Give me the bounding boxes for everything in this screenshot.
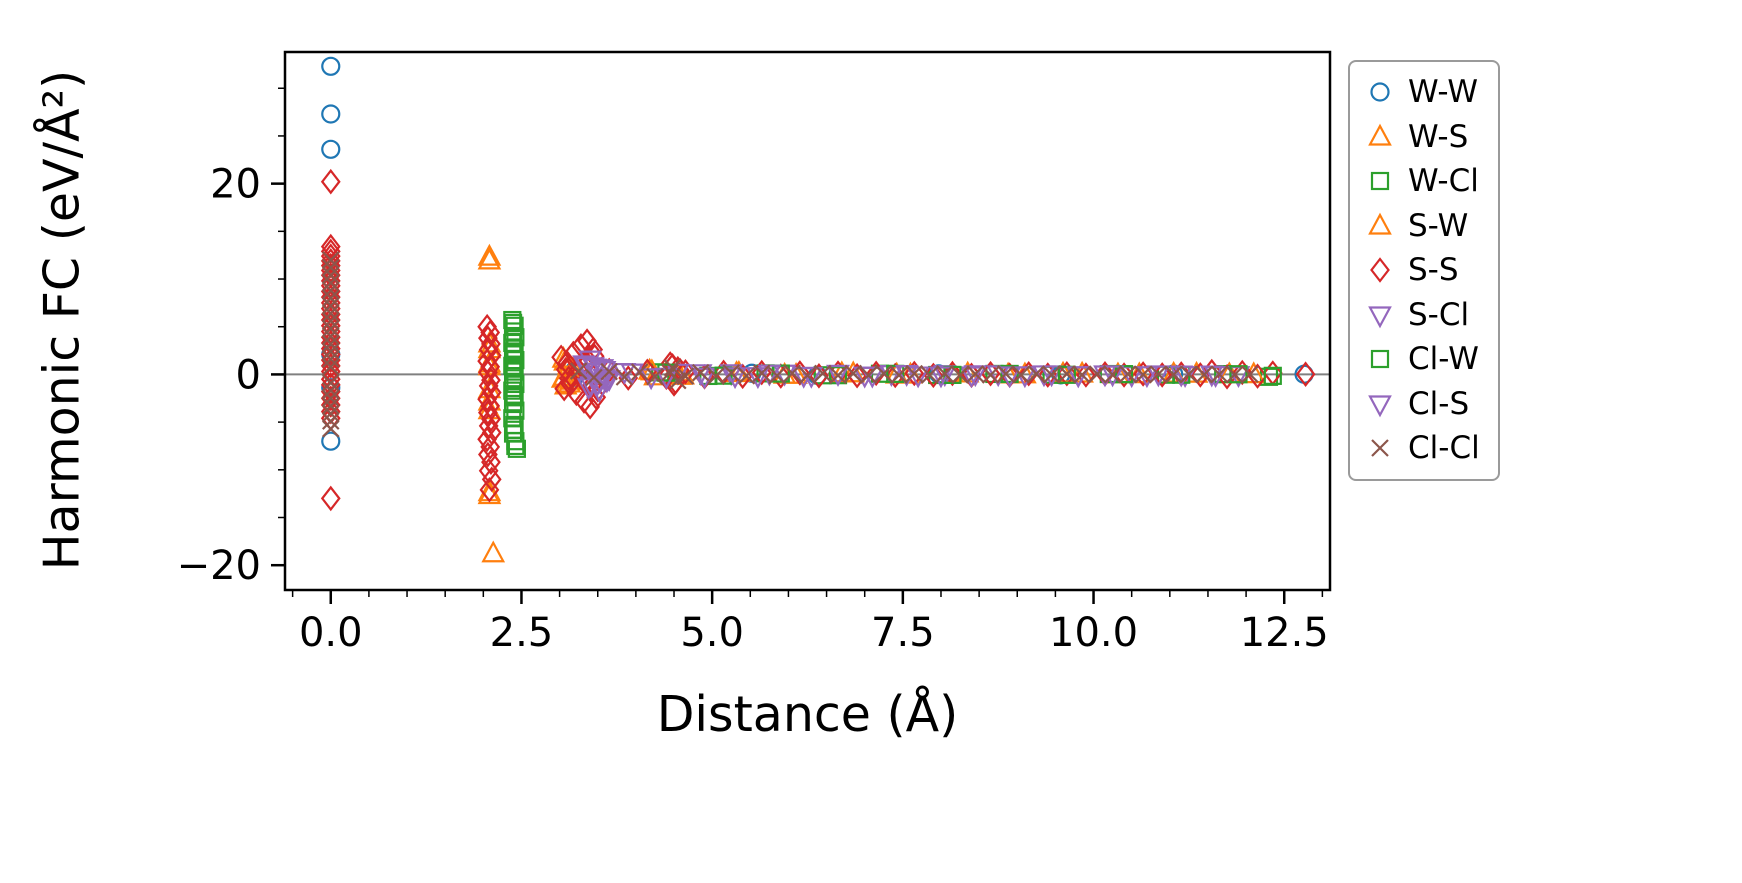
legend-marker-triangle-down-icon (1368, 306, 1392, 329)
legend-label: W-Cl (1408, 163, 1479, 200)
series-w-w (321, 56, 1314, 451)
y-tick-label: 20 (210, 162, 261, 208)
legend-marker-square-icon (1370, 350, 1390, 369)
legend-label: S-S (1408, 252, 1459, 289)
legend-marker-triangle-up-icon (1368, 212, 1392, 235)
legend-label: W-S (1408, 118, 1469, 155)
legend-item-s-cl: S-Cl (1362, 293, 1480, 338)
x-tick-label: 10.0 (1049, 610, 1138, 656)
legend-label: Cl-S (1408, 385, 1470, 422)
y-tick-label: 0 (236, 352, 261, 398)
x-tick-label: 0.0 (299, 610, 363, 656)
legend-item-w-s: W-S (1362, 115, 1480, 160)
x-tick-label: 2.5 (490, 610, 554, 656)
series-s-s (320, 168, 1316, 512)
legend-marker-triangle-down-icon (1368, 395, 1392, 418)
legend-marker-circle-icon (1370, 82, 1390, 102)
legend-marker-triangle-up-icon (1368, 123, 1392, 146)
legend-label: W-W (1408, 74, 1478, 111)
x-tick-label: 5.0 (680, 610, 744, 656)
axis-ticks: 0.0 2.5 5.0 7.5 10.0 12.5 −20 0 20 (177, 87, 1329, 656)
legend: W-W W-S W-Cl S-W S-S S-Cl Cl-W Cl-S Cl-Cl (1348, 60, 1500, 481)
legend-item-w-w: W-W (1362, 70, 1480, 115)
plot-frame (283, 50, 1332, 592)
legend-item-cl-w: Cl-W (1362, 337, 1480, 382)
y-tick-label: −20 (177, 543, 261, 589)
x-tick-label: 12.5 (1240, 610, 1329, 656)
legend-label: Cl-Cl (1408, 430, 1480, 467)
legend-marker-diamond-icon (1370, 257, 1390, 284)
legend-label: S-W (1408, 207, 1469, 244)
legend-label: S-Cl (1408, 296, 1470, 333)
legend-item-s-s: S-S (1362, 248, 1480, 293)
legend-marker-square-icon (1370, 172, 1390, 191)
y-axis-label: Harmonic FC (eV/Å²) (33, 69, 91, 571)
series-cl-cl (321, 251, 1259, 438)
legend-item-cl-s: Cl-S (1362, 382, 1480, 427)
x-tick-label: 7.5 (871, 610, 935, 656)
legend-label: Cl-W (1408, 341, 1479, 378)
legend-item-cl-cl: Cl-Cl (1362, 426, 1480, 471)
legend-item-s-w: S-W (1362, 204, 1480, 249)
legend-marker-x-icon (1371, 439, 1389, 458)
x-axis-label: Distance (Å) (656, 686, 959, 743)
legend-item-w-cl: W-Cl (1362, 159, 1480, 204)
